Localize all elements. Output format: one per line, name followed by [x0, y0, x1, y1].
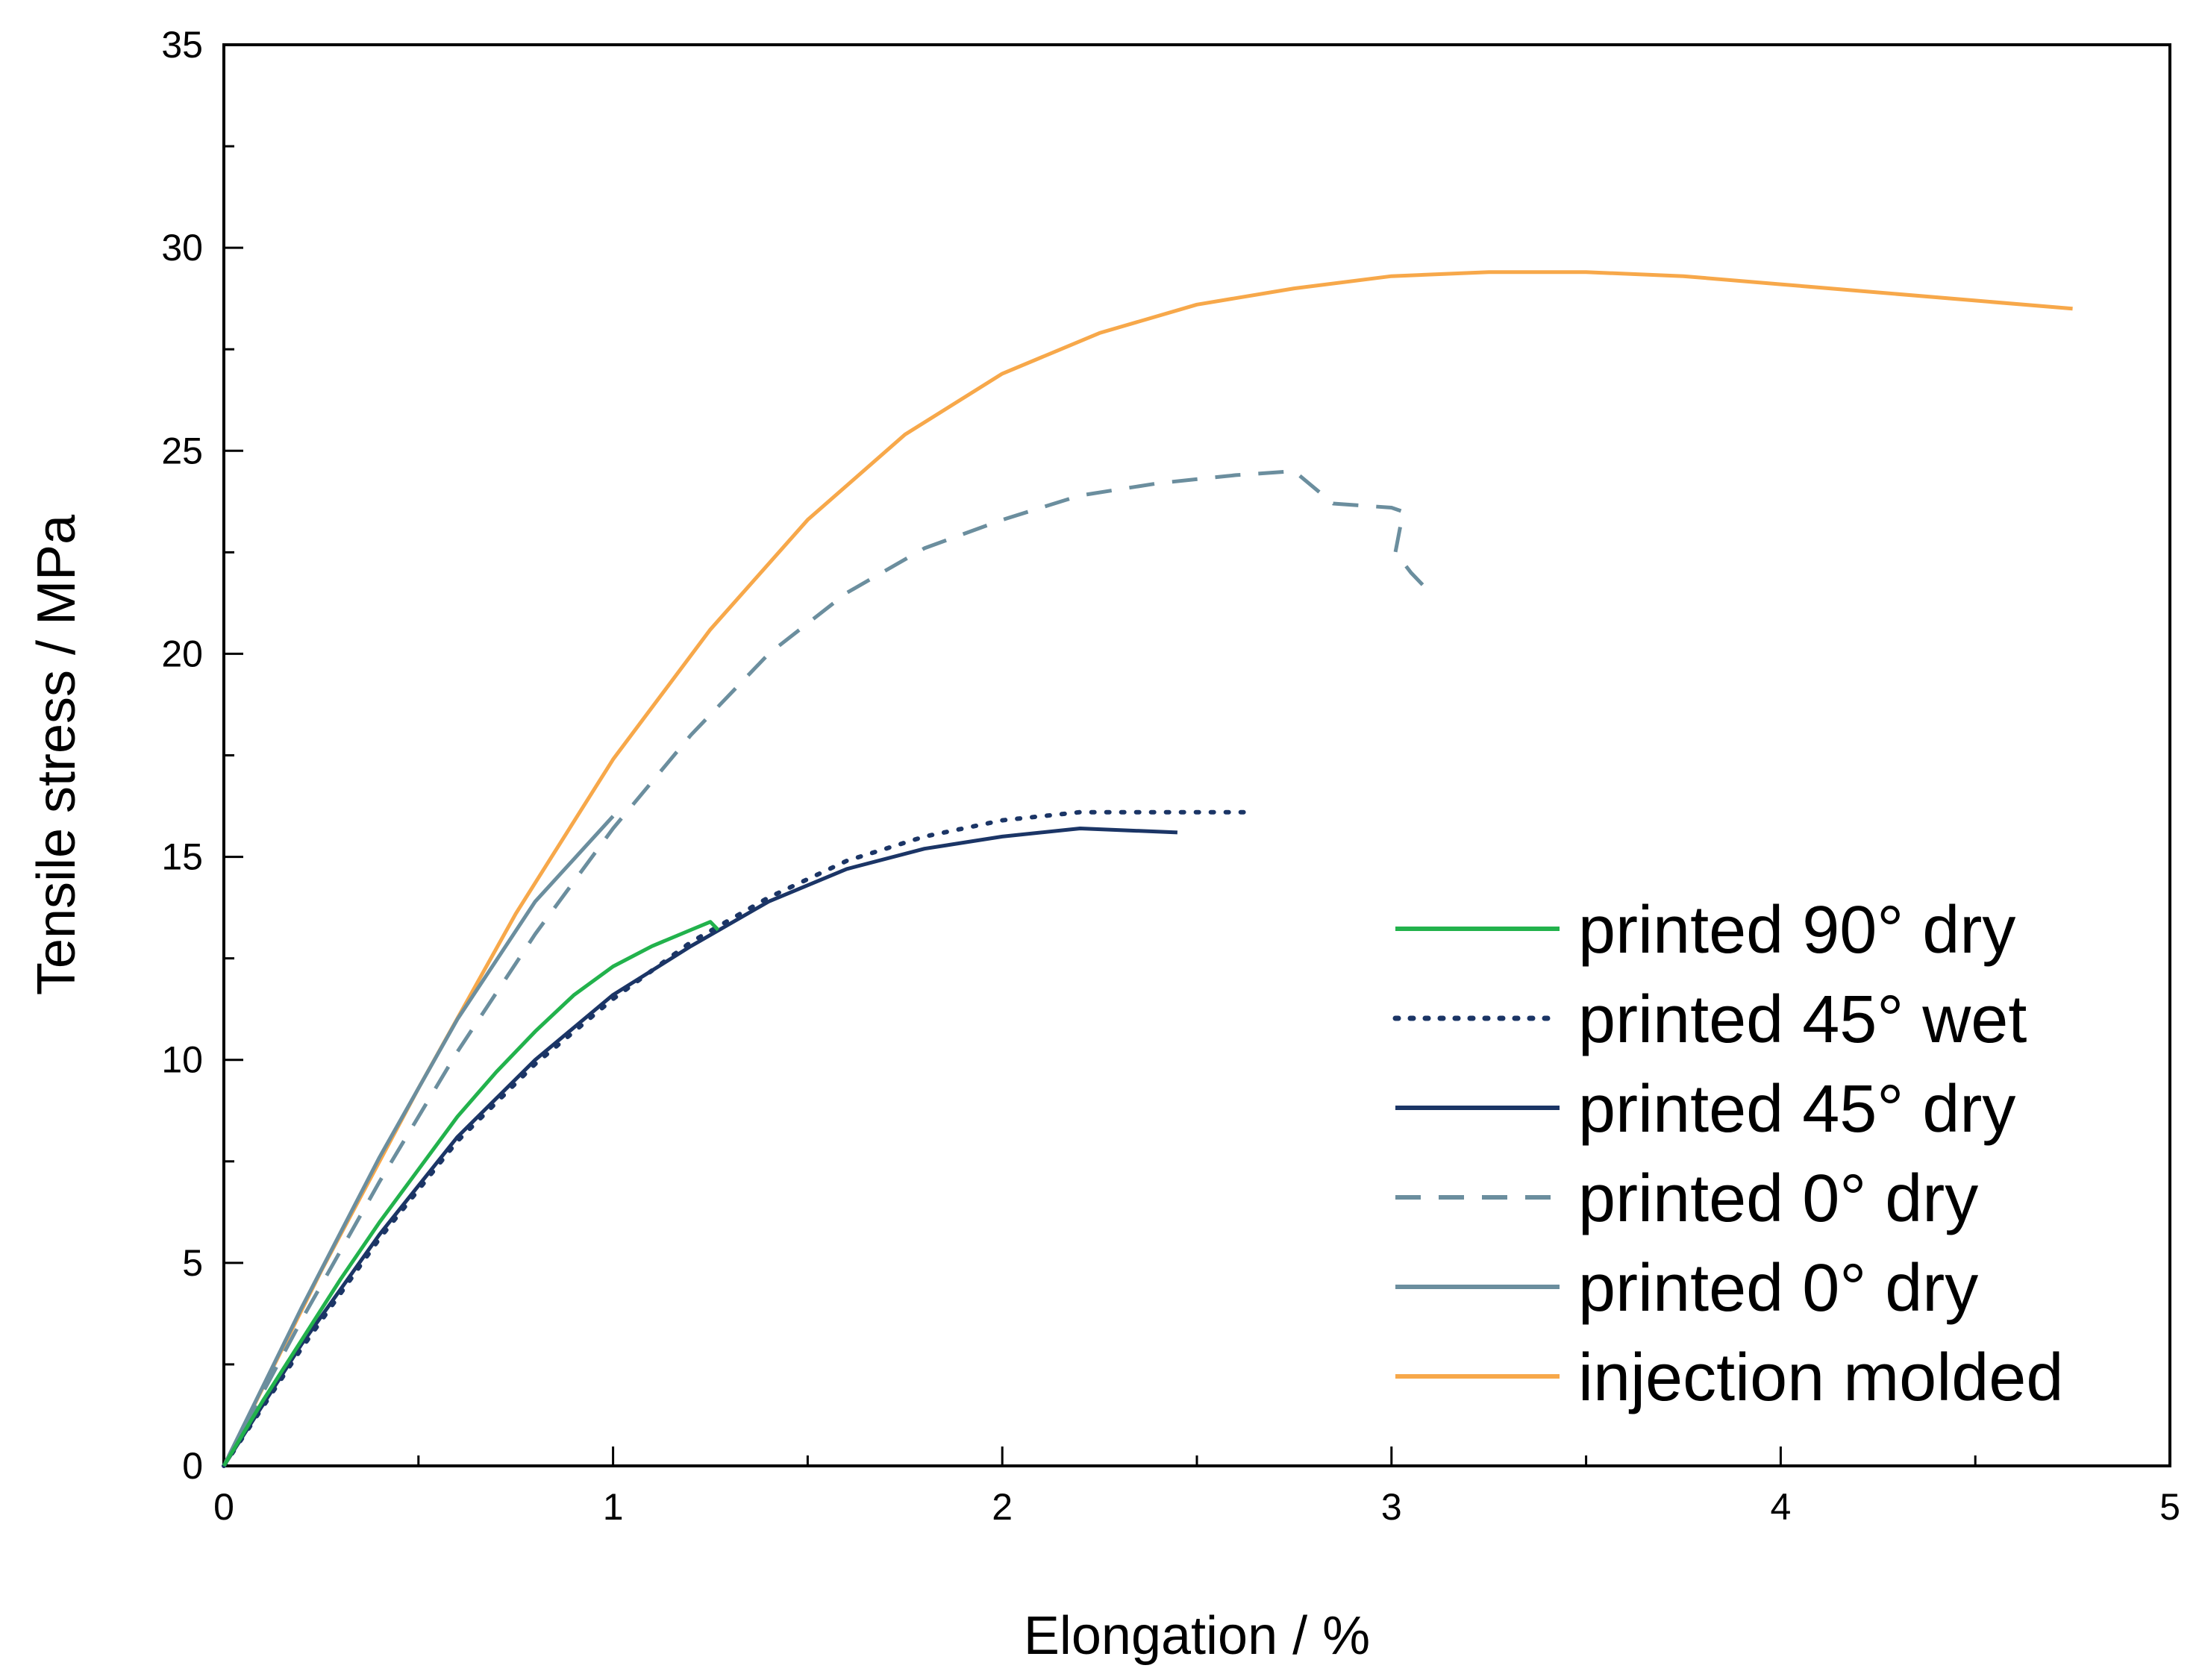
legend-label-4: printed 0° dry — [1578, 1251, 1978, 1326]
y-tick-label: 30 — [161, 227, 203, 269]
legend-label-0: printed 90° dry — [1578, 893, 2015, 968]
x-tick-label: 0 — [213, 1486, 234, 1528]
y-tick-label: 25 — [161, 430, 203, 471]
series-line-2 — [222, 827, 1178, 1467]
y-tick-label: 0 — [182, 1445, 203, 1487]
legend-label-1: printed 45° wet — [1578, 982, 2027, 1057]
y-axis: 0 5 10 15 20 25 30 35 — [161, 24, 243, 1487]
y-tick-label: 15 — [161, 836, 203, 878]
series-layer — [222, 270, 2073, 1468]
legend-label-2: printed 45° dry — [1578, 1072, 2015, 1147]
x-tick-label: 1 — [603, 1486, 624, 1528]
series-line-5 — [222, 270, 2073, 1467]
legend-label-3: printed 0° dry — [1578, 1162, 1978, 1236]
x-tick-label: 4 — [1770, 1486, 1791, 1528]
legend: printed 90° dry printed 45° wet printed 45… — [1392, 893, 2063, 1415]
x-axis-title: Elongation / % — [1024, 1606, 1370, 1666]
legend-label-5: injection molded — [1578, 1341, 2063, 1415]
series-line-3 — [222, 469, 1424, 1467]
y-tick-label: 20 — [161, 633, 203, 674]
series-line-4 — [222, 815, 615, 1467]
y-tick-label: 35 — [161, 24, 203, 66]
series-line-1 — [222, 809, 1246, 1468]
x-tick-label: 3 — [1381, 1486, 1402, 1528]
y-tick-label: 5 — [182, 1242, 203, 1284]
x-tick-label: 2 — [992, 1486, 1013, 1528]
series-line-0 — [222, 920, 720, 1467]
x-axis: 0 1 2 3 4 5 — [213, 1447, 2180, 1528]
y-tick-label: 10 — [161, 1039, 203, 1081]
y-axis-title: Tensile stress / MPa — [27, 514, 87, 995]
x-tick-label: 5 — [2159, 1486, 2180, 1528]
